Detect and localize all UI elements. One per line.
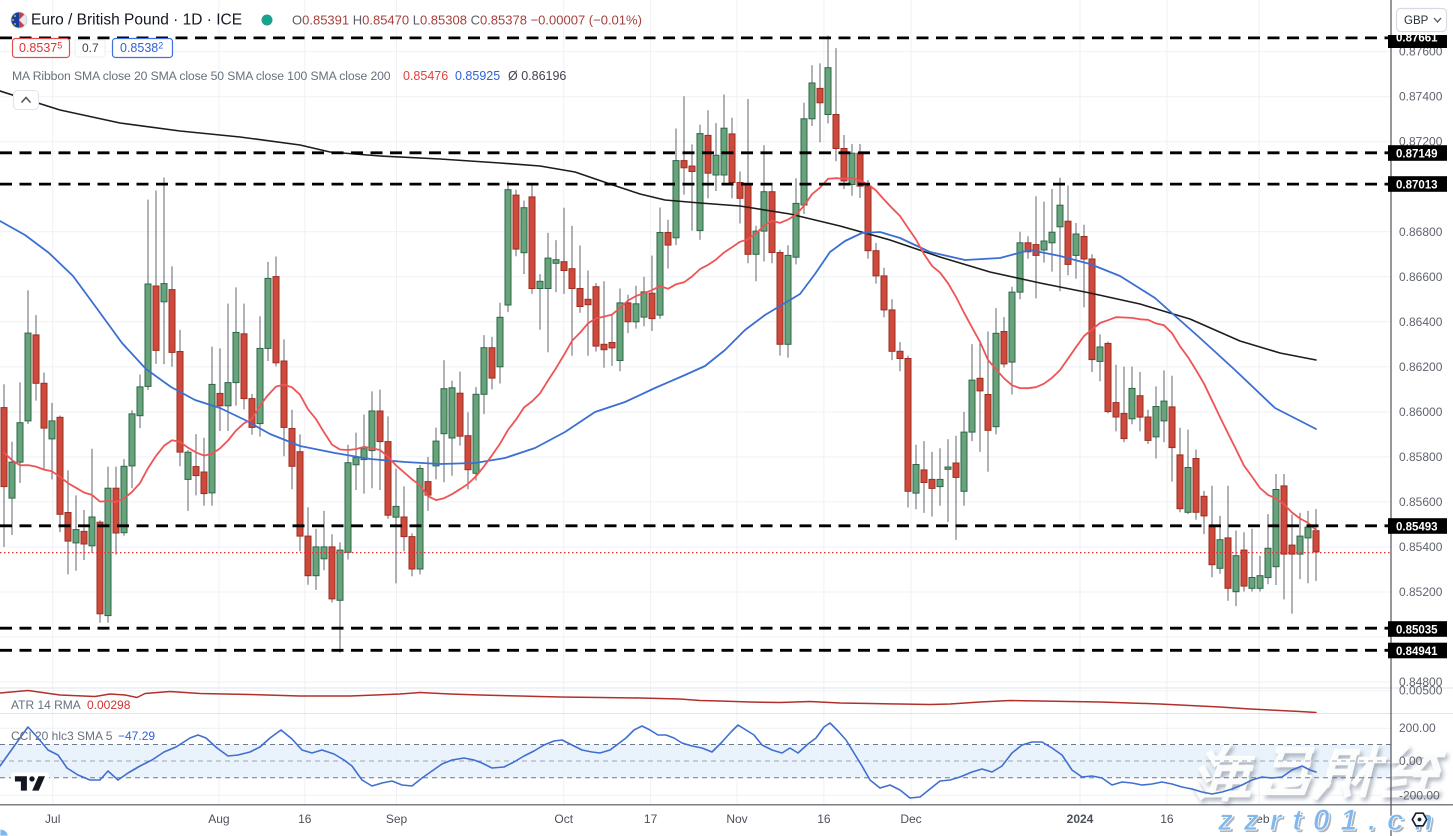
svg-text:zzrt01.cn: zzrt01.cn (1219, 806, 1446, 836)
svg-text:0.00500: 0.00500 (1399, 684, 1443, 698)
svg-text:16: 16 (298, 812, 312, 826)
svg-text:0.85035: 0.85035 (1396, 624, 1438, 636)
svg-text:0.86800: 0.86800 (1399, 225, 1443, 239)
svg-text:ATR 14 RMA: ATR 14 RMA (11, 698, 81, 712)
svg-text:−47.29: −47.29 (118, 729, 155, 743)
svg-text:Jul: Jul (45, 812, 60, 826)
svg-text:0.87400: 0.87400 (1399, 90, 1443, 104)
svg-text:MA Ribbon SMA close 20 SMA clo: MA Ribbon SMA close 20 SMA close 50 SMA … (12, 69, 391, 83)
svg-text:0.86200: 0.86200 (1399, 360, 1443, 374)
svg-text:0.85400: 0.85400 (1399, 540, 1443, 554)
svg-text:0.86000: 0.86000 (1399, 405, 1443, 419)
svg-text:16: 16 (1160, 812, 1174, 826)
svg-text:0.00298: 0.00298 (87, 698, 131, 712)
svg-text:0.85800: 0.85800 (1399, 450, 1443, 464)
svg-text:Oct: Oct (554, 812, 573, 826)
svg-text:Euro / British Pound · 1D · IC: Euro / British Pound · 1D · ICE (31, 12, 242, 29)
svg-text:2024: 2024 (1067, 812, 1094, 826)
svg-text:Nov: Nov (726, 812, 747, 826)
svg-text:Sep: Sep (386, 812, 408, 826)
svg-text:0.84941: 0.84941 (1396, 646, 1438, 658)
svg-text:0.00: 0.00 (1399, 754, 1423, 768)
svg-text:Ø 0.86196: Ø 0.86196 (508, 69, 566, 83)
svg-text:CCI 20 hlc3 SMA 5: CCI 20 hlc3 SMA 5 (11, 729, 113, 743)
svg-text:0.85200: 0.85200 (1399, 585, 1443, 599)
svg-text:17: 17 (644, 812, 658, 826)
svg-text:0.85382: 0.85382 (120, 41, 163, 56)
svg-text:Aug: Aug (208, 812, 229, 826)
svg-text:0.85476: 0.85476 (403, 69, 448, 83)
svg-text:-200.00: -200.00 (1399, 788, 1440, 802)
svg-text:0.85375: 0.85375 (19, 41, 62, 56)
svg-text:0.86600: 0.86600 (1399, 270, 1443, 284)
svg-text:0.87149: 0.87149 (1396, 148, 1438, 160)
svg-text:zzrt01.cn: zzrt01.cn (1217, 804, 1444, 836)
svg-text:0.86400: 0.86400 (1399, 315, 1443, 329)
svg-text:16: 16 (817, 812, 831, 826)
svg-text:0.85600: 0.85600 (1399, 495, 1443, 509)
svg-text:0.87600: 0.87600 (1399, 45, 1443, 59)
svg-text:0.84800: 0.84800 (1399, 675, 1443, 689)
svg-text:0.85493: 0.85493 (1396, 521, 1438, 533)
svg-text:Dec: Dec (900, 812, 921, 826)
svg-text:Feb: Feb (1249, 812, 1270, 826)
svg-text:0.87013: 0.87013 (1396, 179, 1438, 191)
svg-text:0.7: 0.7 (82, 41, 99, 55)
svg-text:0.87661: 0.87661 (1396, 33, 1438, 45)
svg-text:GBP: GBP (1404, 15, 1429, 27)
svg-text:0.85925: 0.85925 (455, 69, 500, 83)
svg-text:200.00: 200.00 (1399, 721, 1436, 735)
svg-text:O0.85391 H0.85470 L0.85308 C0.: O0.85391 H0.85470 L0.85308 C0.85378 −0.0… (292, 13, 642, 28)
